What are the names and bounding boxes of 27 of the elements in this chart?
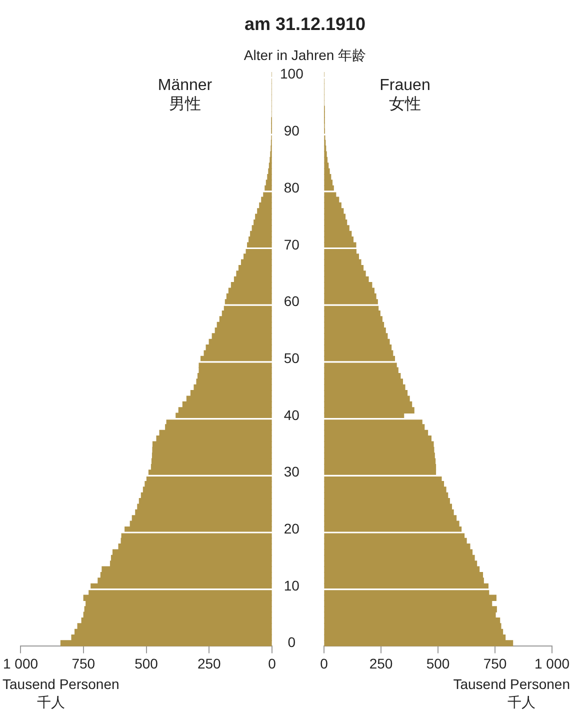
x-tick-label: 250 xyxy=(197,655,222,672)
y-tick-label: 20 xyxy=(284,520,300,537)
x-tick-label: 1 000 xyxy=(534,655,570,672)
y-axis-title: Alter in Jahren 年龄 xyxy=(242,47,368,65)
y-tick-label: 70 xyxy=(284,236,300,252)
x-tick-label: 750 xyxy=(72,655,96,672)
x-tick-label: 1 000 xyxy=(2,655,38,672)
text: Frauen 女性 xyxy=(378,76,432,114)
y-tick-label: 30 xyxy=(284,464,300,480)
x-tick-label: 500 xyxy=(426,655,450,672)
x-tick-label: 250 xyxy=(369,655,393,672)
x-axis-title: Tausend Personen 千人 xyxy=(453,676,570,710)
y-tick-label: 90 xyxy=(284,122,300,139)
y-tick-label: 10 xyxy=(284,577,300,594)
y-tick-label: 50 xyxy=(284,350,300,366)
x-tick-label: 500 xyxy=(134,655,158,672)
y-tick-label: 0 xyxy=(288,634,296,650)
y-tick-label: 40 xyxy=(284,406,300,423)
y-tick-label: 100 xyxy=(280,66,304,82)
x-tick-label: 750 xyxy=(483,655,507,672)
x-tick-label: 0 xyxy=(320,655,328,672)
x-axis-title: Tausend Personen 千人 xyxy=(2,676,120,710)
y-tick-label: 60 xyxy=(284,293,300,310)
chart-title: am 31.12.1910 xyxy=(243,14,367,35)
x-tick-label: 0 xyxy=(268,655,276,672)
text: Männer 男性 xyxy=(156,76,214,114)
y-tick-label: 80 xyxy=(284,179,300,196)
